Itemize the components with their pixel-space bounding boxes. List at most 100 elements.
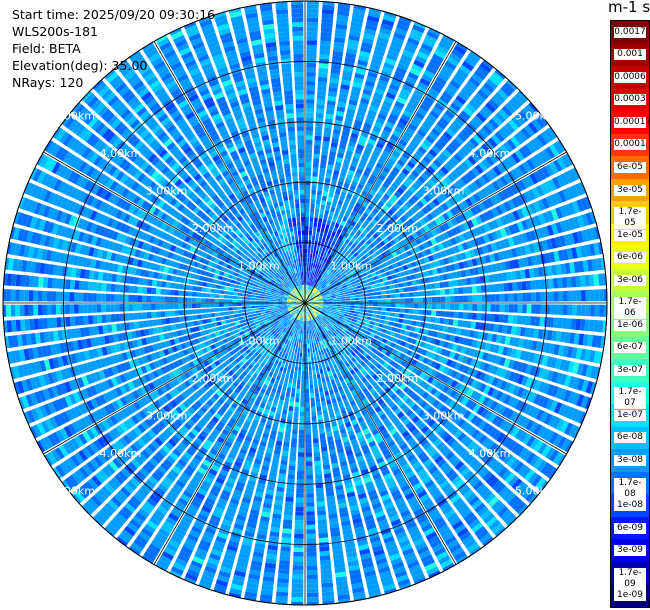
- range-gate-cell: [515, 246, 522, 257]
- range-gate-cell: [459, 147, 469, 157]
- range-gate-cell: [329, 266, 334, 272]
- range-gate-cell: [529, 139, 540, 152]
- range-gate-cell: [469, 50, 481, 61]
- range-gate-cell: [340, 134, 349, 141]
- range-gate-cell: [306, 300, 309, 302]
- range-gate-cell: [316, 369, 320, 375]
- range-gate-cell: [295, 397, 300, 403]
- range-gate-cell: [511, 326, 517, 335]
- range-gate-cell: [337, 250, 342, 256]
- range-gate-cell: [427, 297, 432, 303]
- range-gate-cell: [554, 236, 562, 248]
- range-gate-cell: [290, 447, 297, 453]
- range-gate-cell: [394, 313, 400, 318]
- range-gate-cell: [320, 569, 332, 575]
- range-gate-cell: [389, 317, 395, 322]
- range-gate-cell: [365, 245, 372, 252]
- range-gate-cell: [381, 299, 387, 303]
- range-gate-cell: [320, 359, 325, 365]
- range-gate-cell: [359, 306, 364, 309]
- range-gate-cell: [525, 231, 533, 242]
- range-gate-cell: [320, 31, 332, 37]
- range-gate-cell: [421, 316, 427, 322]
- range-gate-cell: [344, 256, 350, 262]
- range-gate-cell: [485, 171, 495, 181]
- range-gate-cell: [322, 455, 329, 461]
- range-gate-cell: [502, 272, 508, 281]
- range-gate-cell: [411, 320, 417, 326]
- range-gate-cell: [587, 259, 594, 272]
- range-gate-cell: [353, 152, 361, 159]
- range-gate-cell: [302, 343, 305, 349]
- range-gate-cell: [308, 244, 311, 249]
- range-gate-cell: [436, 303, 441, 310]
- range-gate-cell: [298, 343, 301, 348]
- range-gate-cell: [337, 268, 342, 273]
- range-gate-cell: [305, 235, 309, 240]
- range-gate-cell: [557, 317, 563, 329]
- range-gate-cell: [352, 206, 359, 213]
- range-gate-cell: [425, 316, 432, 323]
- range-gate-cell: [326, 168, 333, 175]
- range-gate-cell: [513, 293, 518, 302]
- range-gate-cell: [393, 221, 400, 229]
- range-gate-cell: [309, 230, 313, 236]
- range-gate-cell: [385, 121, 395, 129]
- range-gate-cell: [362, 315, 367, 319]
- range-gate-cell: [324, 390, 330, 396]
- range-gate-cell: [434, 217, 442, 226]
- range-gate-cell: [372, 310, 377, 314]
- range-gate-cell: [460, 161, 470, 171]
- range-gate-cell: [298, 338, 301, 344]
- range-gate-cell: [440, 289, 446, 296]
- range-gate-cell: [324, 372, 329, 378]
- range-gate-cell: [306, 108, 314, 113]
- range-gate-cell: [525, 280, 532, 290]
- range-gate-cell: [449, 207, 458, 216]
- range-gate-cell: [458, 233, 466, 242]
- range-gate-cell: [277, 370, 283, 377]
- range-gate-cell: [337, 180, 344, 187]
- range-gate-cell: [411, 223, 419, 231]
- range-gate-cell: [486, 304, 491, 312]
- range-gate-cell: [354, 172, 362, 179]
- range-gate-cell: [594, 226, 600, 240]
- range-gate-cell: [355, 187, 362, 194]
- range-gate-cell: [322, 459, 330, 466]
- range-gate-cell: [388, 246, 395, 253]
- range-gate-cell: [315, 392, 320, 398]
- range-gate-cell: [340, 280, 346, 285]
- range-gate-cell: [352, 81, 363, 89]
- range-gate-cell: [453, 205, 462, 214]
- range-gate-cell: [375, 117, 385, 125]
- range-gate-cell: [390, 312, 395, 317]
- range-gate-cell: [367, 71, 378, 79]
- range-gate-cell: [516, 221, 525, 232]
- range-gate-cell: [508, 119, 519, 131]
- range-gate-cell: [293, 556, 304, 562]
- range-gate-cell: [306, 35, 318, 41]
- range-gate-cell: [341, 75, 352, 82]
- range-gate-cell: [437, 205, 445, 214]
- range-gate-cell: [333, 128, 341, 135]
- range-gate-cell: [315, 268, 318, 274]
- range-gate-cell: [423, 233, 430, 241]
- range-gate-cell: [305, 189, 311, 195]
- range-gate-cell: [457, 243, 465, 252]
- range-gate-cell: [393, 179, 402, 187]
- range-gate-cell: [320, 564, 332, 570]
- range-gate-cell: [457, 320, 463, 327]
- range-gate-cell: [323, 386, 328, 392]
- range-gate-cell: [323, 257, 328, 263]
- range-gate-cell: [307, 280, 310, 286]
- range-gate-cell: [301, 384, 305, 390]
- range-gate-cell: [305, 266, 307, 272]
- range-gate-cell: [360, 280, 366, 285]
- range-gate-cell: [354, 279, 360, 284]
- range-gate-cell: [306, 294, 308, 299]
- range-gate-cell: [300, 329, 302, 335]
- range-gate-cell: [392, 150, 401, 159]
- range-gate-cell: [362, 263, 368, 269]
- range-gate-cell: [434, 282, 441, 289]
- range-gate-cell: [317, 222, 322, 228]
